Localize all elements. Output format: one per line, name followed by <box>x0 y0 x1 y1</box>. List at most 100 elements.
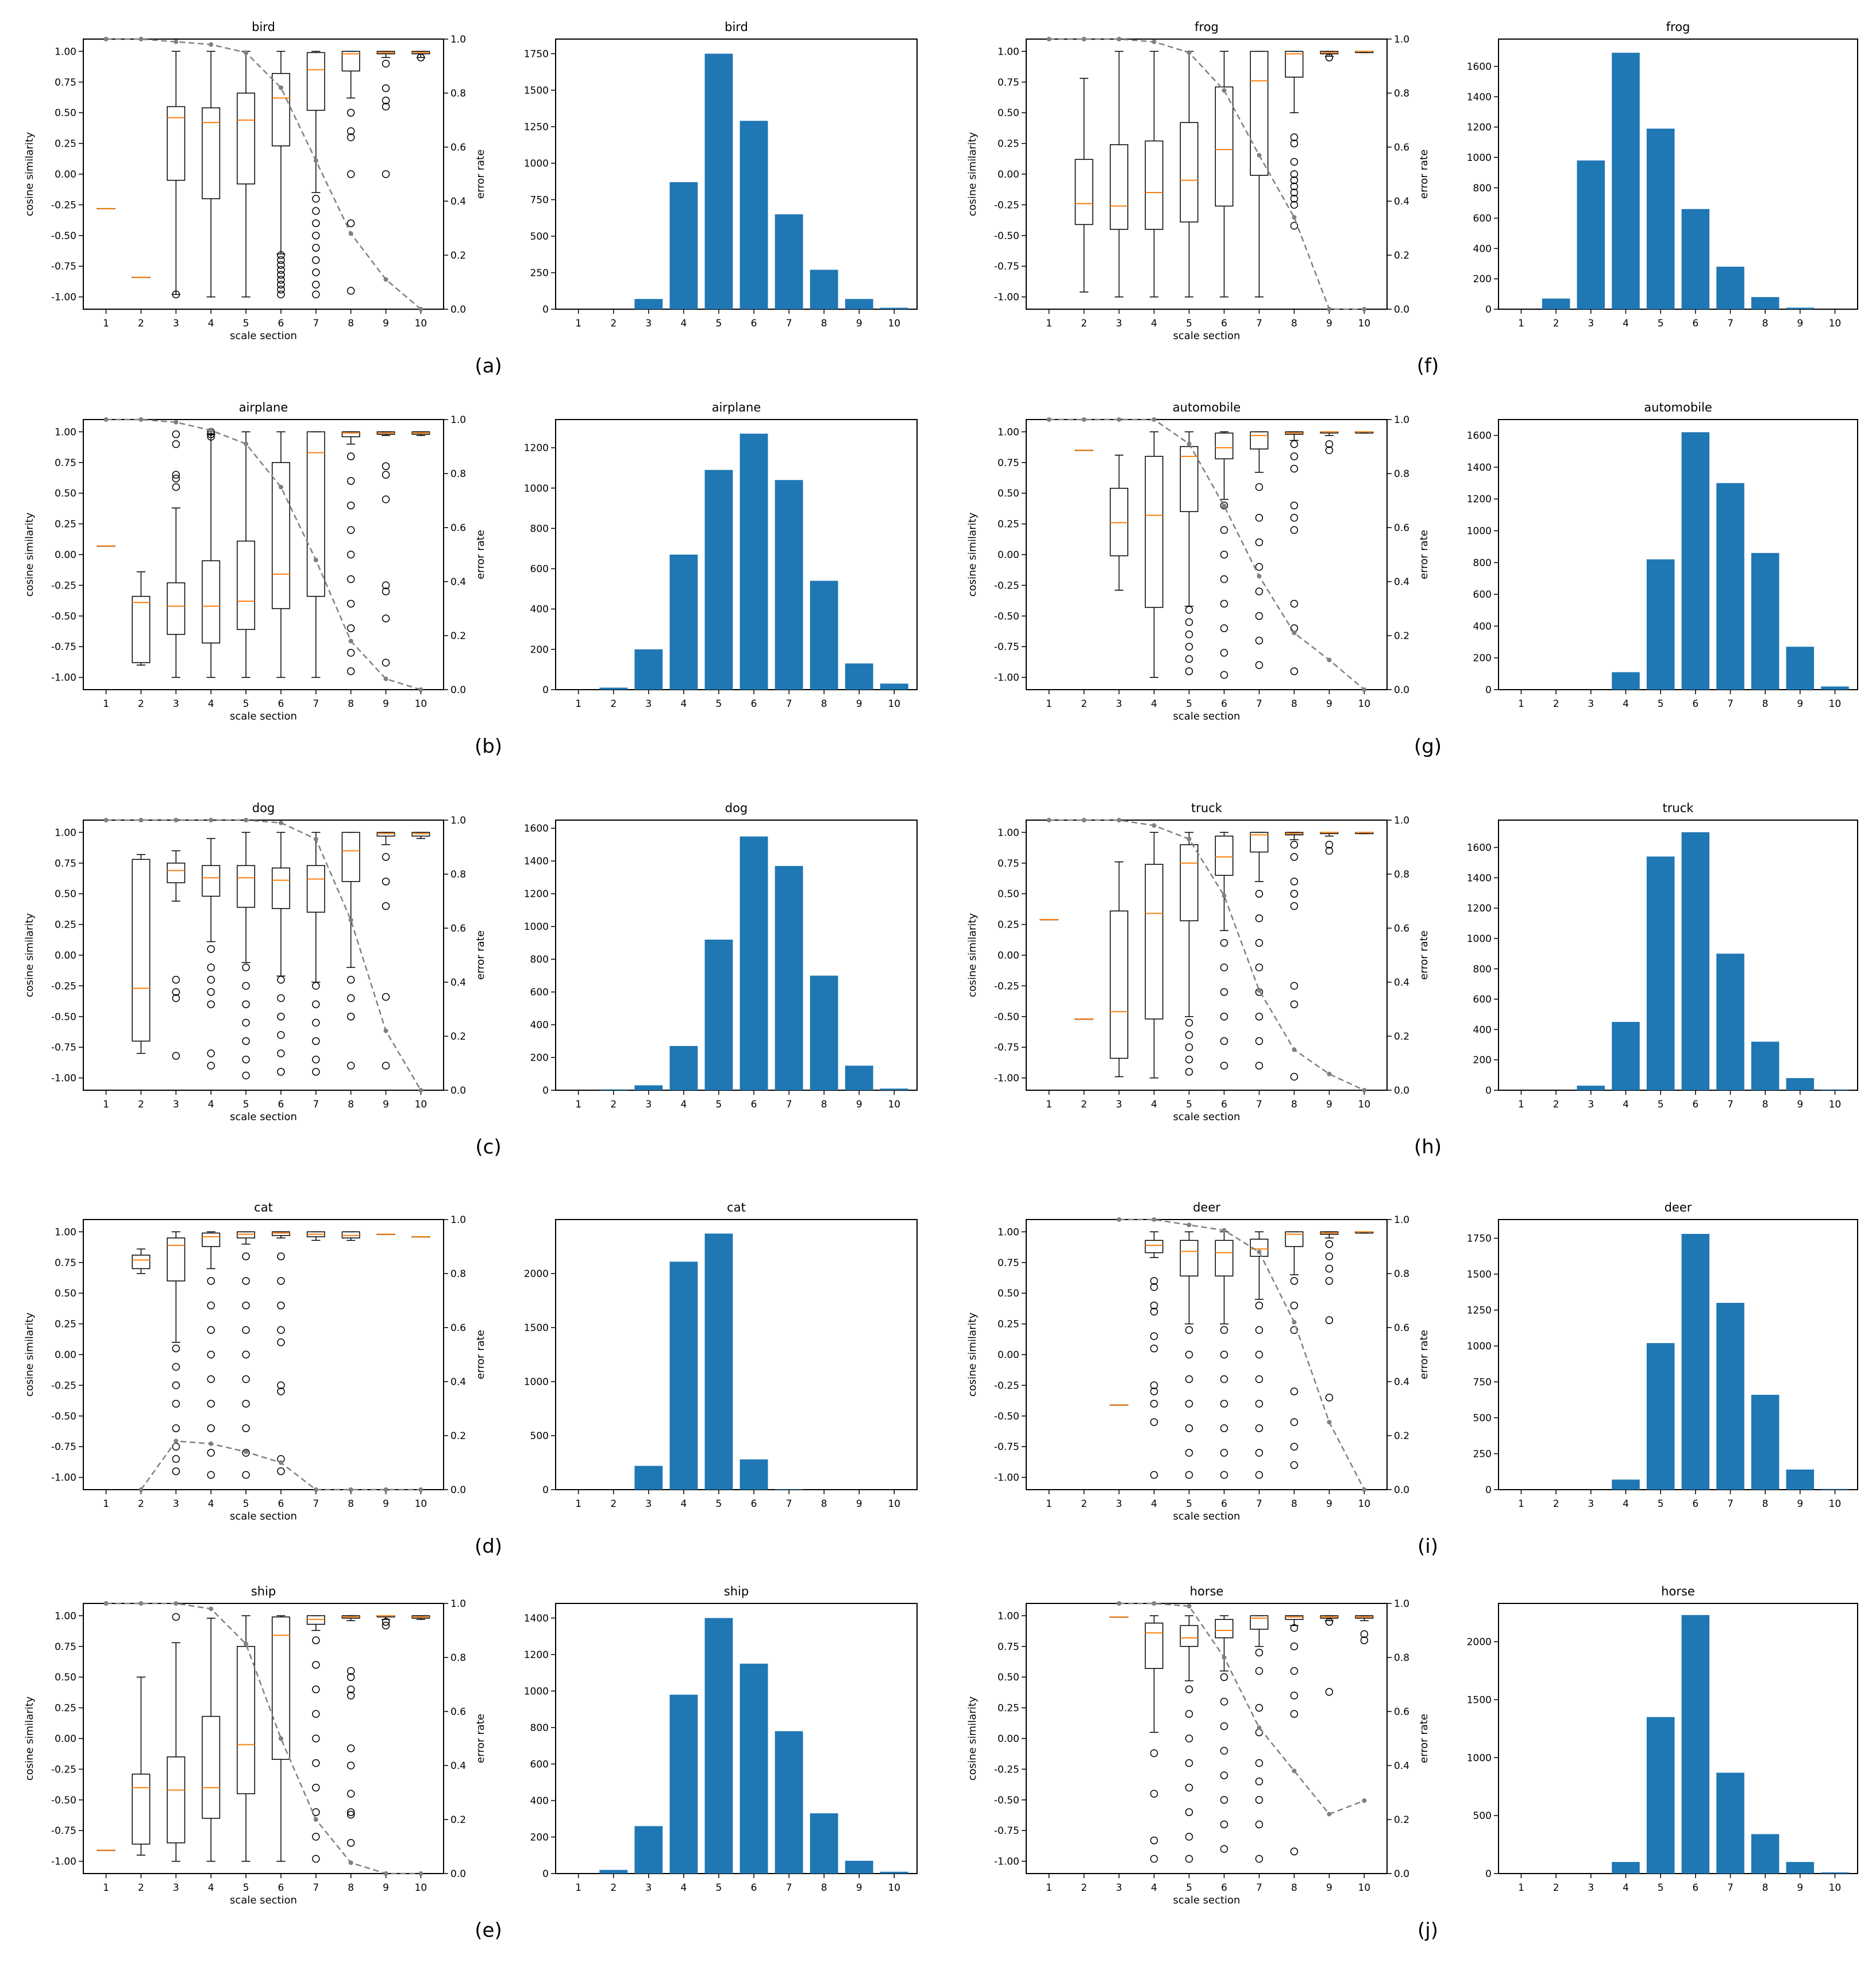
outlier <box>1255 890 1263 898</box>
axes-frame <box>1026 820 1388 1091</box>
outlier <box>1220 1449 1228 1457</box>
y2-tick-label: 1.0 <box>1394 34 1409 45</box>
bar <box>775 1731 803 1874</box>
x-tick-label: 2 <box>138 698 144 710</box>
x-tick-label: 6 <box>1221 1099 1227 1110</box>
outlier <box>312 1710 320 1718</box>
outlier <box>1150 1855 1158 1863</box>
bar <box>669 1261 698 1490</box>
outlier <box>1325 53 1334 61</box>
outlier <box>346 133 355 141</box>
outlier <box>1255 1326 1263 1334</box>
bar <box>880 307 908 309</box>
bar <box>1612 1022 1640 1090</box>
outlier <box>1255 612 1263 620</box>
bar <box>599 1870 628 1874</box>
axes-frame <box>83 1603 444 1874</box>
x-tick-label: 9 <box>1326 1099 1332 1110</box>
panel-label: (b) <box>475 735 502 758</box>
outlier <box>382 614 390 622</box>
box-body <box>1215 836 1234 876</box>
y-tick-label: -0.50 <box>51 230 76 242</box>
error-rate-point <box>1116 37 1122 41</box>
outlier <box>312 290 320 299</box>
y2-axis-label: error rate <box>475 930 487 980</box>
outlier <box>312 207 320 215</box>
y-tick-label: -0.50 <box>994 1795 1019 1806</box>
error-rate-point <box>1257 988 1262 993</box>
outlier <box>1360 1630 1369 1638</box>
outlier <box>346 1061 355 1070</box>
error-rate-point <box>1292 215 1297 220</box>
error-rate-point <box>1257 1725 1262 1730</box>
outlier <box>172 471 180 479</box>
outlier <box>1185 1068 1193 1076</box>
x-tick-label: 6 <box>1221 318 1227 329</box>
x-tick-label: 3 <box>173 1498 179 1510</box>
outlier <box>1255 914 1263 922</box>
y-tick-label: 1750 <box>524 48 549 60</box>
y2-axis-label: error rate <box>475 149 487 199</box>
outlier <box>1290 599 1299 608</box>
y2-tick-label: 1.0 <box>1394 414 1409 426</box>
outlier <box>1255 1449 1263 1457</box>
bar <box>880 1088 908 1090</box>
y-tick-label: 1600 <box>1467 430 1492 442</box>
y-tick-label: 1600 <box>524 823 549 834</box>
box <box>1355 1231 1374 1234</box>
y-tick-label: 0.25 <box>55 139 76 150</box>
y2-tick-label: 0.0 <box>450 1868 466 1880</box>
y2-tick-label: 0.8 <box>450 88 466 99</box>
y-tick-label: -0.25 <box>994 199 1019 211</box>
outlier <box>1150 1387 1158 1395</box>
x-tick-label: 10 <box>1358 1099 1371 1110</box>
outlier <box>242 1055 250 1064</box>
x-tick-label: 8 <box>1291 1498 1297 1510</box>
box-body <box>1250 832 1269 853</box>
outlier <box>242 963 250 972</box>
outlier <box>1255 538 1263 547</box>
box-body <box>167 582 186 635</box>
bar <box>1577 160 1605 309</box>
y-tick-label: -0.75 <box>51 261 76 272</box>
outlier <box>346 1744 355 1752</box>
y-tick-label: 0.00 <box>997 1733 1019 1745</box>
outlier <box>382 853 390 861</box>
bar <box>1716 267 1744 309</box>
x-tick-label: 8 <box>1762 1882 1769 1894</box>
y-tick-label: 600 <box>1473 994 1492 1006</box>
box-body <box>237 1646 256 1794</box>
x-tick-label: 8 <box>348 318 354 329</box>
box-body <box>132 1774 151 1845</box>
box <box>237 431 256 678</box>
box-body <box>306 1615 325 1625</box>
y-tick-label: 1200 <box>524 443 549 454</box>
y-tick-label: 0 <box>542 1484 549 1496</box>
x-tick-label: 7 <box>786 1498 792 1510</box>
y2-tick-label: 0.8 <box>450 1652 466 1664</box>
outlier <box>172 430 180 439</box>
outlier <box>1255 1855 1263 1863</box>
error-rate-point <box>1187 1603 1192 1609</box>
y2-tick-label: 0.4 <box>450 576 466 588</box>
error-rate-point <box>138 417 144 422</box>
error-rate-point <box>174 818 179 822</box>
error-rate-point <box>1362 1487 1367 1492</box>
error-rate-point <box>103 417 109 422</box>
x-tick-label: 9 <box>1797 698 1803 710</box>
bar <box>634 1466 663 1490</box>
bar <box>739 1663 768 1874</box>
y2-tick-label: 0.2 <box>1394 250 1409 261</box>
x-tick-label: 10 <box>888 1498 900 1510</box>
x-tick-label: 4 <box>208 318 214 329</box>
box <box>167 1231 186 1343</box>
panel-label: (a) <box>475 355 502 378</box>
box <box>1074 78 1093 293</box>
error-rate-line <box>1049 38 1365 310</box>
outlier <box>277 1381 285 1390</box>
y-axis-label: cosine similarity <box>24 512 36 597</box>
outlier <box>1325 840 1334 849</box>
error-rate-line <box>106 418 421 691</box>
box <box>306 51 325 193</box>
x-tick-label: 6 <box>278 1498 284 1510</box>
